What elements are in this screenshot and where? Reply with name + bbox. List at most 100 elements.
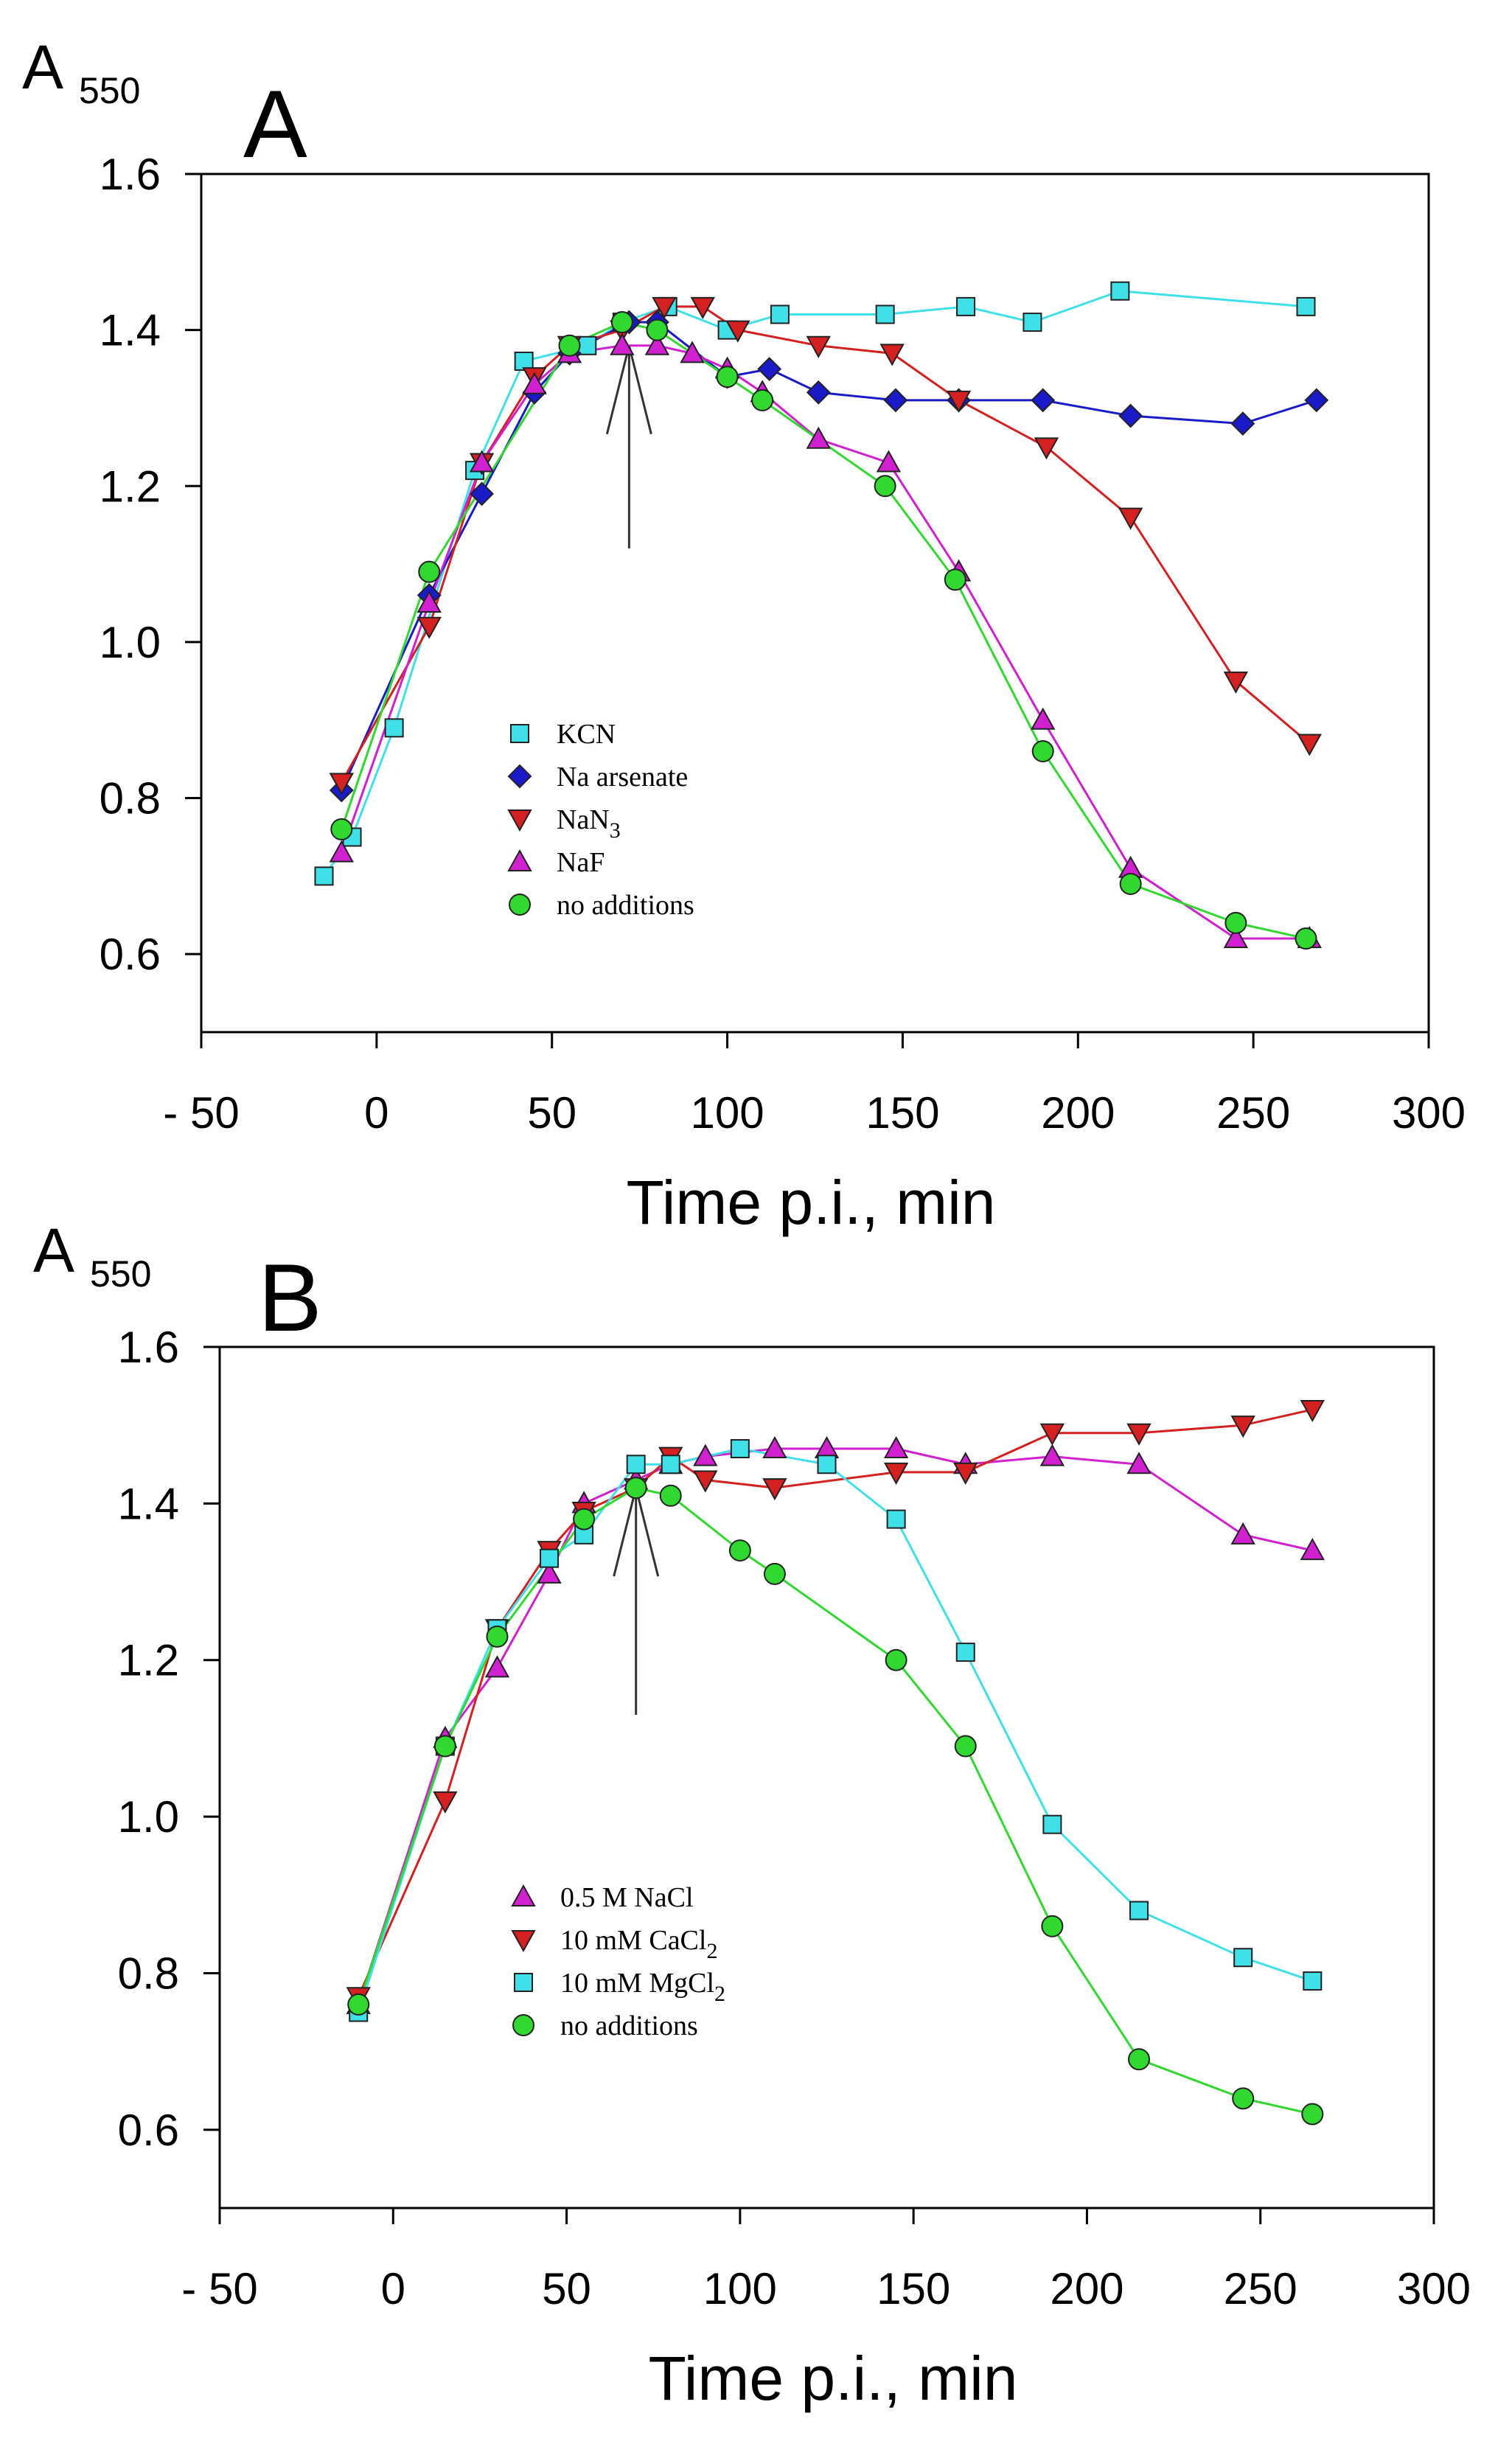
data-point <box>1128 2048 1151 2071</box>
data-point <box>690 296 715 319</box>
y-axis-title: A <box>33 1216 74 1285</box>
y-axis-title-subscript: 550 <box>90 1253 151 1295</box>
data-point <box>875 304 895 324</box>
y-tick-label: 1.2 <box>100 462 161 511</box>
data-point <box>484 1655 510 1678</box>
data-point <box>693 1444 718 1466</box>
data-point <box>1126 1423 1152 1446</box>
legend-label: 10 mM CaCl2 <box>560 1925 717 1963</box>
data-point <box>418 560 441 583</box>
data-point <box>1303 1971 1323 1991</box>
data-point <box>573 1508 596 1531</box>
series-line <box>340 305 1311 784</box>
data-point <box>946 390 972 413</box>
y-tick-label: 1.4 <box>100 306 161 355</box>
y-tick-label: 1.2 <box>118 1636 179 1685</box>
series-line <box>357 1486 1313 2116</box>
legend: 0.5 M NaCl 10 mM CaCl2 10 mM MgCl2 no addit… <box>511 1882 725 2041</box>
series-naf <box>340 344 1310 940</box>
data-point <box>883 1435 909 1459</box>
legend-marker <box>507 849 532 871</box>
arrow-annotation <box>605 345 652 549</box>
data-point <box>1230 1415 1255 1438</box>
series-markers-no-additions <box>330 311 1317 950</box>
series-markers-kcn <box>314 281 1316 886</box>
data-point <box>626 1455 646 1474</box>
panel-letter: B <box>258 1244 322 1351</box>
data-point <box>1223 671 1249 694</box>
data-point <box>806 335 831 358</box>
legend-marker <box>509 894 531 916</box>
data-point <box>817 1455 837 1474</box>
series-markers-nan3 <box>329 296 1322 795</box>
data-point <box>1296 296 1316 316</box>
data-point <box>330 818 353 840</box>
data-point <box>1118 403 1143 428</box>
data-point <box>486 1625 509 1648</box>
data-point <box>558 334 581 357</box>
data-point <box>944 568 966 591</box>
legend-item: 10 mM CaCl2 <box>511 1925 717 1963</box>
legend-marker <box>511 1930 536 1953</box>
data-point <box>885 1648 907 1671</box>
x-axis-title: Time p.i., min <box>627 1168 996 1237</box>
series-line <box>357 1447 1313 2005</box>
data-point <box>417 590 442 613</box>
series-no-additions <box>340 321 1306 940</box>
x-tick-label: 100 <box>703 2264 777 2313</box>
legend-marker <box>511 1884 536 1906</box>
data-point <box>728 1539 751 1562</box>
y-tick-label: 0.6 <box>100 930 161 979</box>
x-tick-label: 300 <box>1392 1088 1466 1138</box>
data-point <box>1224 911 1247 934</box>
data-point <box>757 357 782 381</box>
data-point <box>1297 734 1322 756</box>
y-tick-label: 1.4 <box>118 1479 179 1528</box>
data-point <box>879 344 905 366</box>
data-point <box>417 616 442 639</box>
data-point <box>469 450 495 473</box>
data-point <box>874 475 896 498</box>
legend-item: no additions <box>512 2010 698 2041</box>
data-point <box>1042 1814 1062 1834</box>
data-point <box>1223 925 1249 949</box>
data-point <box>384 718 404 738</box>
data-point <box>954 1735 977 1758</box>
legend-item: no additions <box>509 890 694 921</box>
data-point <box>1233 1948 1253 1968</box>
data-point <box>1022 313 1042 332</box>
data-point <box>1118 507 1143 530</box>
data-point <box>956 296 976 316</box>
series-markers-naf <box>329 332 1322 949</box>
series-line <box>357 1408 1313 1997</box>
legend: KCN Na arsenate NaN3 NaF no additions <box>507 719 694 921</box>
legend-item: NaF <box>507 847 605 878</box>
data-point <box>806 426 831 449</box>
series-line <box>323 290 1306 877</box>
x-tick-label: 0 <box>381 2264 405 2313</box>
data-point <box>644 332 670 355</box>
data-point <box>1129 1901 1149 1921</box>
data-point <box>1041 1915 1064 1937</box>
chart-panel-b: - 50 0 50 100 150 200 250 300 0.6 0.8 1.0 1.2 1.4 1.6… <box>33 1216 1471 2413</box>
legend-marker <box>510 724 529 743</box>
data-point <box>806 380 831 405</box>
legend-label: 0.5 M NaCl <box>560 1882 694 1913</box>
data-point <box>762 1478 787 1501</box>
x-tick-label: 200 <box>1041 1088 1115 1138</box>
data-point <box>883 388 908 413</box>
legend-item: NaN3 <box>507 804 621 843</box>
y-tick-label: 0.8 <box>100 774 161 823</box>
series-line <box>357 1447 1313 2013</box>
series-nan3 <box>340 305 1311 784</box>
data-point <box>610 332 635 355</box>
data-point <box>1301 2103 1324 2125</box>
chart-panel-a: - 50 0 50 100 150 200 250 300 0.6 0.8 1.0 1.2 1.4 1.6… <box>22 32 1466 1237</box>
data-point <box>763 1562 786 1585</box>
legend-label: NaF <box>557 847 605 878</box>
series-markers-10-mm-mgcl2 <box>349 1439 1323 2022</box>
x-tick-label: 50 <box>542 2264 591 2313</box>
legend-marker <box>507 764 532 789</box>
x-tick-label: 0 <box>364 1088 389 1138</box>
data-point <box>1300 1399 1325 1423</box>
